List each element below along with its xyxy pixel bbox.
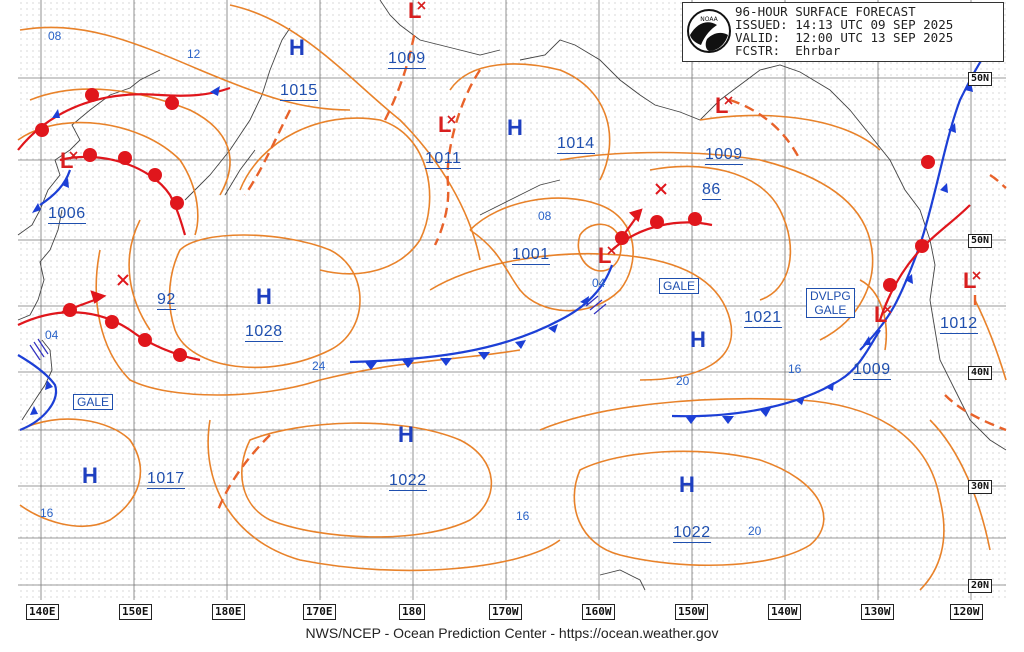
wind-barbs xyxy=(29,295,607,361)
pressure-label: 92 xyxy=(157,291,176,310)
isobar-label: 12 xyxy=(187,47,201,61)
low-symbol: L xyxy=(60,148,73,173)
developing-gale-tag: DVLPG GALE xyxy=(806,288,855,318)
header-text: 96-HOUR SURFACE FORECAST ISSUED: 14:13 U… xyxy=(735,5,953,57)
pressure-label: 1001 xyxy=(512,246,550,265)
blue-front-wedges xyxy=(32,86,871,345)
high-symbol: H xyxy=(256,284,272,309)
isobar-label: 20 xyxy=(676,374,690,388)
longitude-label: 180 xyxy=(399,604,425,620)
isobar-label: 16 xyxy=(788,362,802,376)
latitude-label: 50N xyxy=(968,234,993,248)
longitude-label: 160W xyxy=(582,604,615,620)
header-issued: ISSUED: 14:13 UTC 09 SEP 2025 xyxy=(735,17,954,32)
pressure-label: 1022 xyxy=(673,524,711,543)
pressure-label: 1006 xyxy=(48,205,86,224)
latitude-label: 50N xyxy=(968,72,993,86)
pressure-label: 1021 xyxy=(744,309,782,328)
low-symbol: L xyxy=(438,112,451,137)
gale-warning-tag: GALE xyxy=(659,278,700,294)
warm-front-bumps xyxy=(35,88,935,362)
footer-credit: NWS/NCEP - Ocean Prediction Center - htt… xyxy=(305,625,719,641)
longitude-label: 130W xyxy=(861,604,894,620)
gale-warning-tag: GALE xyxy=(73,394,114,410)
cold-front-barbs xyxy=(30,82,973,424)
developing-gale-line2: GALE xyxy=(814,303,847,317)
graticule xyxy=(18,0,1006,600)
pressure-label: 1011 xyxy=(425,150,462,169)
isobar-label: 20 xyxy=(748,524,762,538)
low-symbol: L xyxy=(715,93,728,118)
pressure-label: 1028 xyxy=(245,323,283,342)
longitude-label: 140E xyxy=(26,604,59,620)
low-symbol: L xyxy=(408,0,421,23)
isobar-label: 04 xyxy=(592,276,606,290)
forecast-header: NOAA 96-HOUR SURFACE FORECAST ISSUED: 14… xyxy=(682,2,1004,62)
low-x-marks xyxy=(69,1,981,314)
isobar-label: 08 xyxy=(538,209,552,223)
longitude-label: 150W xyxy=(675,604,708,620)
longitude-label: 150E xyxy=(119,604,152,620)
high-symbol: H xyxy=(289,35,305,60)
high-symbol: H xyxy=(679,472,695,497)
isobar-label: 08 xyxy=(48,29,62,43)
pressure-label: 1017 xyxy=(147,470,185,489)
header-forecaster: FCSTR: Ehrbar xyxy=(735,43,841,58)
longitude-label: 170W xyxy=(489,604,522,620)
movement-arrows xyxy=(61,208,643,314)
high-symbol: H xyxy=(398,422,414,447)
high-symbol: H xyxy=(690,327,706,352)
latitude-label: 20N xyxy=(968,579,993,593)
latitude-label: 40N xyxy=(968,366,993,380)
low-symbol: L xyxy=(598,243,611,268)
coastlines xyxy=(17,0,1007,591)
header-title: 96-HOUR SURFACE FORECAST xyxy=(735,4,916,19)
high-symbol: H xyxy=(82,463,98,488)
longitude-label: 180E xyxy=(212,604,245,620)
longitude-label: 140W xyxy=(768,604,801,620)
pressure-label: 1015 xyxy=(280,82,318,101)
isobar-label: 16 xyxy=(40,506,54,520)
low-symbols: L L L L L L L xyxy=(60,0,976,327)
low-symbol: L xyxy=(874,302,887,327)
low-position-markers xyxy=(117,183,667,286)
high-symbol: H xyxy=(507,115,523,140)
longitude-label: 120W xyxy=(950,604,983,620)
header-valid: VALID: 12:00 UTC 13 SEP 2025 xyxy=(735,30,954,45)
longitude-label: 170E xyxy=(303,604,336,620)
pressure-label: 1009 xyxy=(388,50,426,69)
isobar-label: 16 xyxy=(516,509,530,523)
pressure-label: 86 xyxy=(702,181,721,200)
developing-gale-line1: DVLPG xyxy=(810,289,851,303)
pressure-label: 1009 xyxy=(705,146,743,165)
latitude-label: 30N xyxy=(968,480,993,494)
svg-text:NOAA: NOAA xyxy=(700,16,718,23)
pressure-label: 1014 xyxy=(557,135,595,154)
pressure-label: 1022 xyxy=(389,472,427,491)
troughs xyxy=(216,29,1007,511)
low-symbol: L xyxy=(963,268,976,293)
isobar-label: 24 xyxy=(312,359,326,373)
pressure-label: 1009 xyxy=(853,361,891,380)
isobars xyxy=(17,4,1007,591)
noaa-logo-icon: NOAA xyxy=(687,9,731,53)
isobar-label: 04 xyxy=(45,328,59,342)
pressure-label: 1012 xyxy=(940,315,978,334)
